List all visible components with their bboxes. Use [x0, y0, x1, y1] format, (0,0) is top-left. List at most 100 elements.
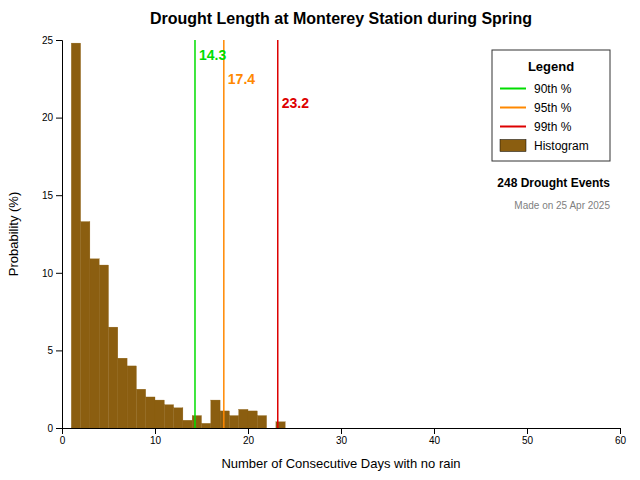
- bar: [555, 428, 564, 429]
- histogram: [71, 43, 285, 428]
- bar: [81, 222, 90, 428]
- x-axis-title: Number of Consecutive Days with no rain: [221, 456, 460, 471]
- y-axis-line: [56, 41, 63, 429]
- x-axis-tick-mark: [434, 428, 435, 434]
- data-label: 14.3: [199, 47, 226, 63]
- data-label: 17.4: [228, 71, 255, 87]
- x-axis-tick-mark: [248, 428, 249, 434]
- bar: [71, 43, 80, 428]
- y-axis-tick-label: 20: [42, 112, 54, 123]
- legend-swatch: [500, 140, 526, 152]
- bar: [146, 397, 155, 428]
- y-axis-tick-mark: [56, 40, 62, 41]
- bar: [267, 428, 276, 429]
- bar: [388, 428, 397, 429]
- y-axis-title: Probability (%): [6, 192, 21, 277]
- x-axis: 0102030405060: [60, 428, 627, 446]
- bar: [118, 358, 127, 428]
- percentile-line: [223, 40, 225, 428]
- legend-swatch: [500, 126, 526, 128]
- x-axis-tick: 0: [60, 428, 66, 446]
- bar: [360, 428, 369, 429]
- bar: [220, 411, 229, 428]
- legend-title: Legend: [528, 59, 574, 74]
- percentile-line: [277, 40, 279, 428]
- x-axis-tick: 40: [429, 428, 441, 446]
- x-axis-tick-label: 0: [60, 435, 66, 446]
- bar: [462, 428, 471, 429]
- legend-box: [492, 50, 610, 161]
- data-label: 23.2: [282, 95, 309, 111]
- plot-area: [71, 40, 285, 428]
- x-axis-tick: 10: [150, 428, 162, 446]
- bar: [109, 327, 118, 428]
- bar: [239, 409, 248, 428]
- y-axis-tick: 0: [47, 423, 62, 434]
- bar: [471, 428, 480, 429]
- y-axis-tick-label: 5: [47, 345, 53, 356]
- y-axis-tick-mark: [56, 195, 62, 196]
- title: Drought Length at Monterey Station durin…: [150, 10, 532, 27]
- y-axis-tick-mark: [56, 118, 62, 119]
- y-axis: 0 5 10 15 20 25: [42, 35, 63, 434]
- bar: [202, 423, 211, 428]
- legend-item: 90th %: [500, 82, 572, 96]
- bar: [601, 428, 610, 429]
- y-axis-tick-label: 10: [42, 268, 54, 279]
- bar: [490, 428, 499, 429]
- x-axis-tick-mark: [527, 428, 528, 434]
- bar: [453, 428, 462, 429]
- bar: [211, 400, 220, 428]
- bar: [397, 428, 406, 429]
- bar: [285, 428, 294, 429]
- bar: [183, 420, 192, 428]
- legend-item: 99th %: [500, 120, 572, 134]
- legend-item: Histogram: [500, 139, 589, 153]
- x-axis-tick: 50: [522, 428, 534, 446]
- x-axis-tick: 20: [243, 428, 255, 446]
- legend-label: Histogram: [534, 139, 589, 153]
- bar: [295, 428, 304, 429]
- x-axis-tick-label: 10: [150, 435, 162, 446]
- y-axis-tick-label: 0: [47, 423, 53, 434]
- percentile-line: [194, 40, 196, 428]
- x-axis-tick-label: 50: [522, 435, 534, 446]
- bar: [564, 428, 573, 429]
- bar: [127, 366, 136, 428]
- bar: [192, 416, 201, 428]
- bar: [257, 416, 266, 428]
- bar: [378, 428, 387, 429]
- bar: [583, 428, 592, 429]
- bar: [518, 428, 527, 429]
- bar: [415, 428, 424, 429]
- x-axis-tick-label: 20: [243, 435, 255, 446]
- y-axis-tick-mark: [56, 428, 62, 429]
- bar: [574, 428, 583, 429]
- bar: [90, 259, 99, 428]
- bar: [136, 389, 145, 428]
- percentile-lines: [195, 40, 278, 428]
- chart: 0102030405060051015202514.317.423.2Droug…: [0, 0, 640, 480]
- y-axis-tick: 20: [42, 112, 62, 123]
- x-axis-line: [63, 429, 621, 435]
- bar: [332, 428, 341, 429]
- y-axis-tick: 5: [47, 345, 62, 356]
- bar: [434, 428, 443, 429]
- legend-item: 95th %: [500, 101, 572, 115]
- y-axis-tick: 15: [42, 190, 62, 201]
- y-axis-tick: 10: [42, 268, 62, 279]
- bar: [369, 428, 378, 429]
- y-axis-tick-mark: [56, 350, 62, 351]
- bar: [322, 428, 331, 429]
- y-axis-tick-label: 25: [42, 35, 54, 46]
- bar: [174, 408, 183, 428]
- bar: [592, 428, 601, 429]
- legend-swatch: [500, 107, 526, 109]
- x-axis-tick-label: 30: [336, 435, 348, 446]
- x-axis-tick-mark: [341, 428, 342, 434]
- bar: [406, 428, 415, 429]
- x-axis-tick-mark: [155, 428, 156, 434]
- legend-label: 90th %: [534, 82, 572, 96]
- bar: [99, 265, 108, 428]
- bar: [527, 428, 536, 429]
